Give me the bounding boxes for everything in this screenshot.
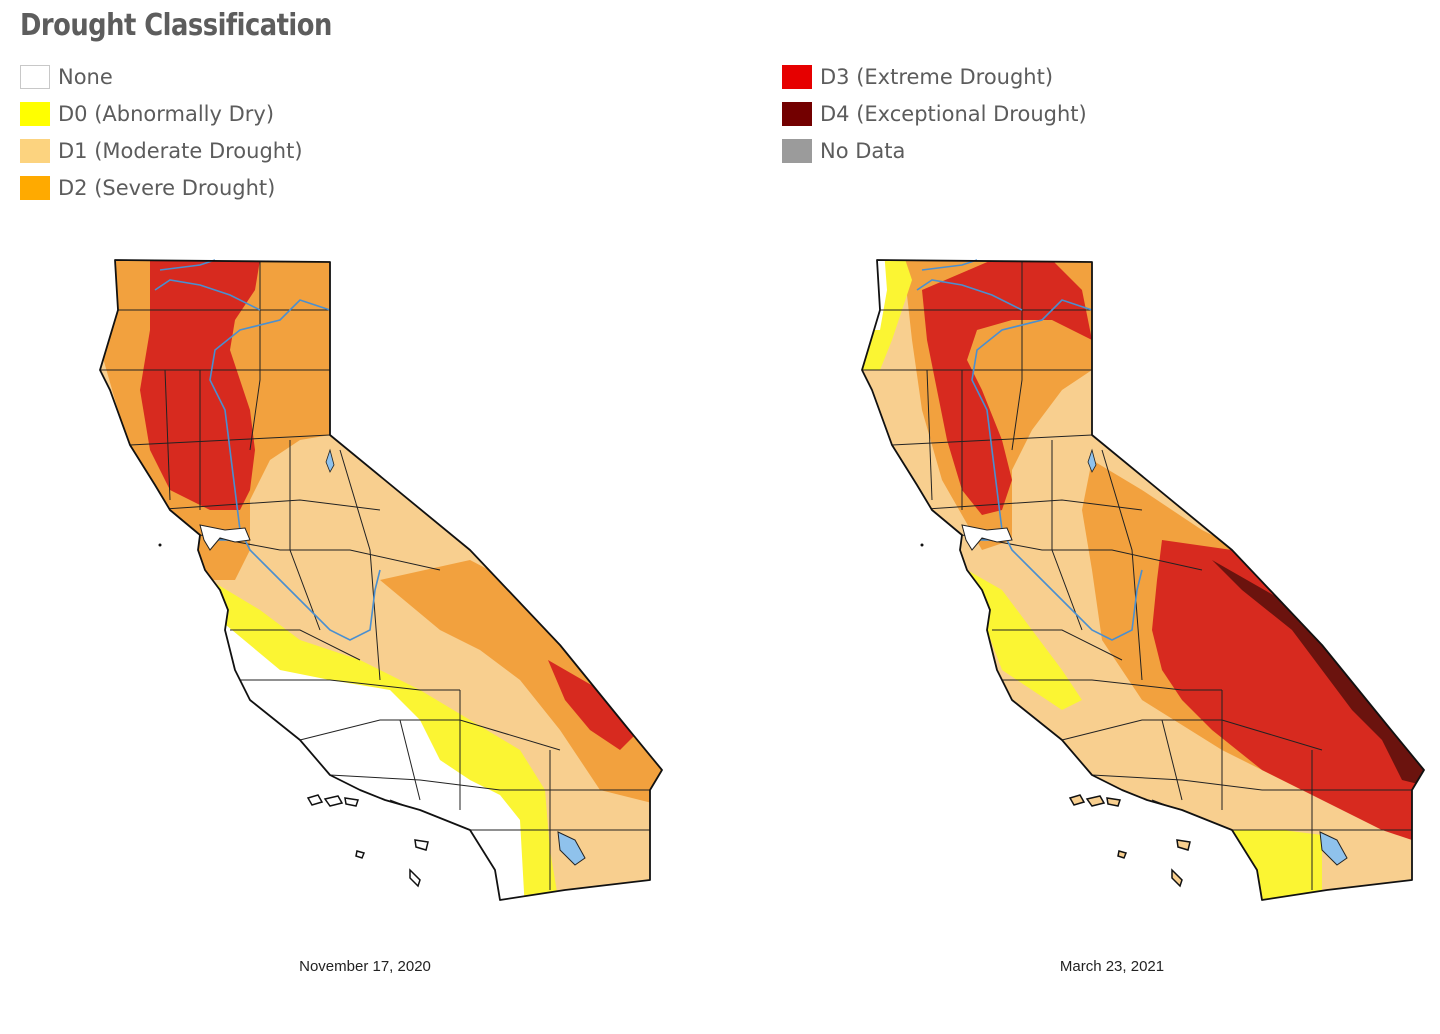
san-francisco-bay <box>199 524 251 551</box>
zone-d1-base <box>100 260 662 900</box>
legend-column-right: D3 (Extreme Drought) D4 (Exceptional Dro… <box>782 58 1087 169</box>
map-svg-march-2021 <box>861 259 1425 901</box>
county-lines <box>100 260 650 890</box>
legend-swatch-d4 <box>782 101 812 126</box>
farallon-islands <box>158 543 162 547</box>
california-outline <box>861 259 1425 901</box>
channel-islands <box>1068 794 1191 888</box>
legend-label-d0: D0 (Abnormally Dry) <box>58 101 275 126</box>
zone-d3-east <box>548 660 640 750</box>
legend-item-none: None <box>20 58 303 95</box>
legend-swatch-d0 <box>20 101 50 126</box>
legend-label-none: None <box>58 64 113 89</box>
zone-d0-central-coast <box>967 570 1082 710</box>
legend-item-d1: D1 (Moderate Drought) <box>20 132 303 169</box>
legend-item-d2: D2 (Severe Drought) <box>20 169 303 206</box>
legend-item-d4: D4 (Exceptional Drought) <box>782 95 1087 132</box>
map-march-2021 <box>762 250 1440 910</box>
zone-d3-east <box>1152 540 1424 850</box>
legend-label-d1: D1 (Moderate Drought) <box>58 138 303 163</box>
california-outline <box>99 259 663 901</box>
legend-item-d0: D0 (Abnormally Dry) <box>20 95 303 132</box>
legend-item-d3: D3 (Extreme Drought) <box>782 58 1087 95</box>
channel-islands <box>306 794 429 888</box>
legend-label-d2: D2 (Severe Drought) <box>58 175 276 200</box>
lake-tahoe <box>1087 448 1097 473</box>
farallon-islands <box>920 543 924 547</box>
zone-d2-east <box>380 560 662 810</box>
legend-swatch-none <box>20 64 50 89</box>
zone-d3-north <box>922 260 1092 515</box>
legend-swatch-d1 <box>20 138 50 163</box>
county-lines <box>862 260 1412 890</box>
legend-item-no-data: No Data <box>782 132 1087 169</box>
legend-label-d4: D4 (Exceptional Drought) <box>820 101 1087 126</box>
legend-column-left: None D0 (Abnormally Dry) D1 (Moderate Dr… <box>20 58 303 206</box>
legend-swatch-d2 <box>20 175 50 200</box>
legend-title: Drought Classification <box>20 8 332 43</box>
salton-sea <box>1319 831 1348 866</box>
map-svg-november-2020 <box>99 259 663 901</box>
san-francisco-bay <box>961 524 1013 551</box>
legend-swatch-no-data <box>782 138 812 163</box>
map-date-left: November 17, 2020 <box>299 958 431 975</box>
salton-sea <box>557 831 586 866</box>
legend-swatch-d3 <box>782 64 812 89</box>
zone-d4-east <box>1212 560 1424 790</box>
legend-label-d3: D3 (Extreme Drought) <box>820 64 1054 89</box>
map-date-right: March 23, 2021 <box>1059 958 1165 975</box>
legend-label-no-data: No Data <box>820 138 906 163</box>
map-november-2020 <box>0 250 680 910</box>
lake-tahoe <box>325 448 335 473</box>
